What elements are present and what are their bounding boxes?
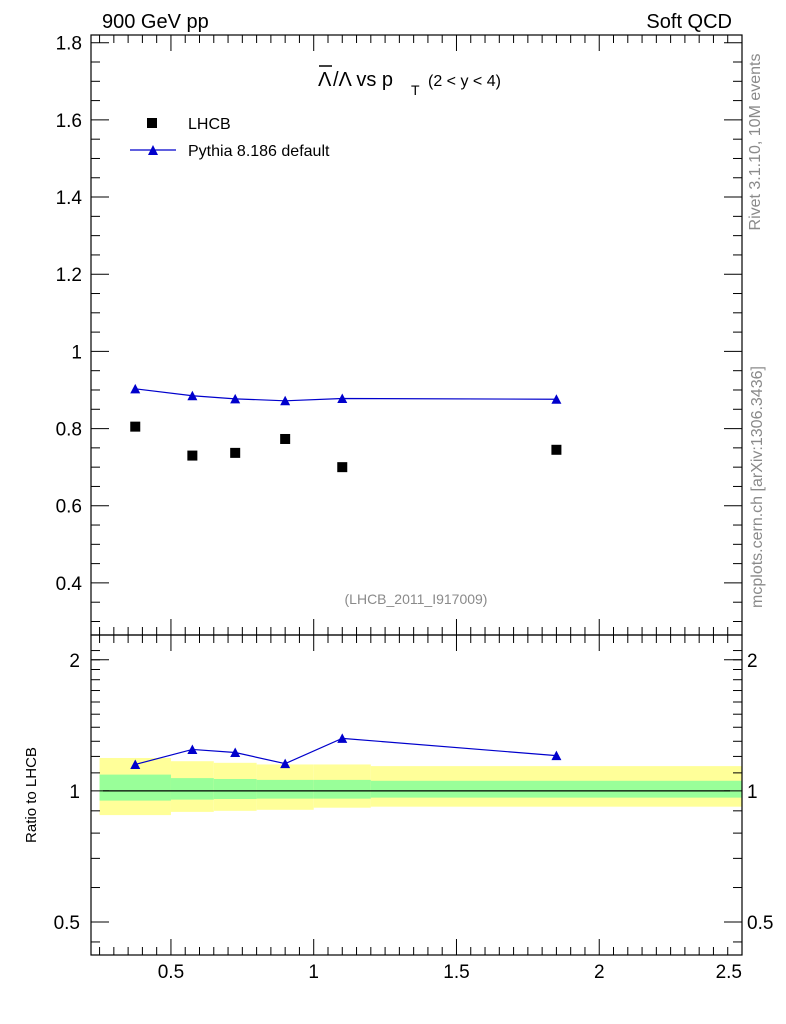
main-y-tick-label: 0.8 xyxy=(56,420,82,441)
lhcb-point xyxy=(230,447,241,458)
mcplots-reference-label: mcplots.cern.ch [arXiv:1306.3436] xyxy=(749,366,766,608)
ratio-point xyxy=(187,744,198,754)
ratio-point xyxy=(230,747,241,758)
title-rapidity-cut: (2 < y < 4) xyxy=(428,73,501,90)
lhcb-markers xyxy=(130,421,562,473)
lhcb-point xyxy=(551,444,562,455)
main-y-tick-label: 1 xyxy=(71,342,82,363)
header-category-label: Soft QCD xyxy=(646,11,732,33)
ratio-y-tick-label-right: 0.5 xyxy=(747,913,773,934)
main-y-tick-label: 1.6 xyxy=(56,111,82,132)
lhcb-point xyxy=(337,462,348,473)
main-y-tick-label: 1.4 xyxy=(56,188,83,209)
band-inner-bin xyxy=(256,779,314,799)
ratio-markers xyxy=(130,733,562,769)
x-tick-label: 1.5 xyxy=(443,962,469,983)
lhcb-point xyxy=(130,421,141,432)
ratio-uncertainty-band-inner xyxy=(99,774,742,801)
main-axis-ticks xyxy=(91,35,743,635)
legend-pythia-marker xyxy=(148,145,158,155)
pythia-markers xyxy=(130,383,562,406)
pythia-point xyxy=(230,393,241,404)
header-energy-label: 900 GeV pp xyxy=(102,11,209,33)
x-tick-labels: 0.5 1 1.5 2 2.5 xyxy=(158,962,742,983)
main-title: Λ /Λ vs p T (2 < y < 4) xyxy=(318,65,501,98)
legend-lhcb-marker xyxy=(147,118,157,128)
band-inner-bin xyxy=(313,779,371,799)
ratio-y-tick-label: 0.5 xyxy=(54,913,80,934)
ratio-y-tick-label-right: 2 xyxy=(747,651,758,672)
title-main: /Λ vs p xyxy=(333,69,393,91)
pythia-point xyxy=(280,395,291,406)
x-tick-label: 0.5 xyxy=(158,962,184,983)
lhcb-point xyxy=(280,433,291,444)
ratio-axis-ticks xyxy=(91,635,743,955)
ratio-y-tick-label-right: 1 xyxy=(747,782,758,803)
x-tick-label: 2 xyxy=(594,962,605,983)
ratio-y-axis-label: Ratio to LHCB xyxy=(23,747,40,843)
ratio-frame xyxy=(90,634,743,956)
main-y-tick-label: 0.6 xyxy=(56,497,82,518)
legend: LHCB Pythia 8.186 default xyxy=(130,116,330,160)
legend-pythia-label: Pythia 8.186 default xyxy=(188,143,330,160)
legend-lhcb-label: LHCB xyxy=(188,116,231,133)
main-y-tick-label: 1.2 xyxy=(56,265,82,286)
main-panel: 0.4 0.6 0.8 1 1.2 1.4 1.6 1.8 Λ /Λ vs p T (2 < … xyxy=(56,34,743,636)
pythia-point xyxy=(130,383,141,394)
pythia-point xyxy=(337,393,348,403)
ratio-y-tick-label: 2 xyxy=(69,651,80,672)
main-y-tick-labels: 0.4 0.6 0.8 1 1.2 1.4 1.6 1.8 xyxy=(56,34,83,595)
band-inner-bin xyxy=(170,778,214,800)
ratio-point xyxy=(280,758,291,769)
ratio-point xyxy=(130,759,141,769)
pythia-point xyxy=(187,390,198,401)
x-tick-label: 1 xyxy=(308,962,319,983)
rivet-version-label: Rivet 3.1.10, 10M events xyxy=(747,54,764,231)
main-y-tick-label: 1.8 xyxy=(56,34,82,55)
band-inner-bin xyxy=(213,778,257,800)
title-subscript: T xyxy=(411,82,420,98)
ratio-panel: 0.5 0.5 1 1 2 2 0.5 1 1.5 2 2.5 Ratio to LHCB xyxy=(23,634,774,983)
band-inner-bin xyxy=(370,780,742,798)
ratio-point xyxy=(337,733,348,743)
pythia-series-line xyxy=(135,388,557,402)
x-tick-label: 2.5 xyxy=(716,962,742,983)
ratio-y-tick-labels: 0.5 0.5 1 1 2 2 xyxy=(54,651,774,934)
ratio-y-tick-label: 1 xyxy=(69,782,80,803)
lhcb-point xyxy=(187,450,198,461)
main-y-tick-label: 0.4 xyxy=(56,574,83,595)
pythia-point xyxy=(551,394,562,404)
ratio-point xyxy=(551,750,562,761)
title-overline-symbol: Λ xyxy=(318,69,332,91)
band-inner-bin xyxy=(99,774,171,801)
analysis-id-label: (LHCB_2011_I917009) xyxy=(345,591,488,607)
ratio-series-line xyxy=(135,737,557,766)
